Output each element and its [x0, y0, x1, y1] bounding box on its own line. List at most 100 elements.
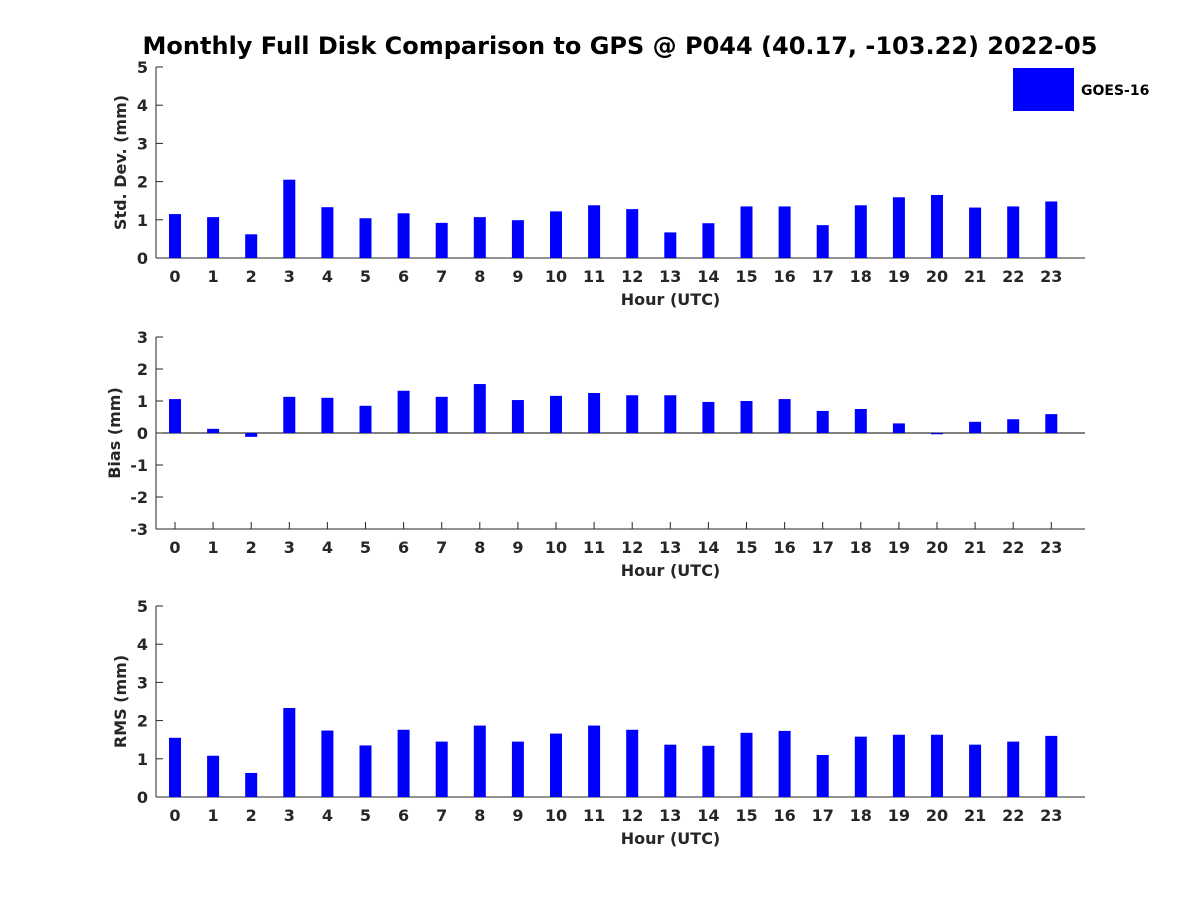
bias-bar [1045, 414, 1058, 433]
bias-bar [854, 409, 867, 433]
rms-bar [283, 707, 296, 797]
stddev-x-tick-label: 14 [697, 267, 719, 286]
rms-bar [169, 737, 181, 797]
legend: GOES-16 [1013, 68, 1149, 111]
stddev-x-tick-label: 10 [545, 267, 567, 286]
bias-bar [892, 423, 905, 433]
rms-bar [816, 754, 829, 797]
stddev-bar [626, 209, 639, 258]
stddev-y-tick-label: 1 [137, 211, 148, 230]
stddev-x-tick-label: 12 [621, 267, 643, 286]
rms-y-tick-label: 2 [137, 712, 148, 731]
rms-bar [511, 741, 524, 797]
stddev-bar [511, 220, 524, 258]
bias-bar [931, 433, 943, 435]
bias-x-tick-label: 13 [659, 538, 681, 557]
stddev-bar [473, 217, 486, 258]
rms-y-axis-label: RMS (mm) [111, 655, 130, 748]
rms-bar [397, 729, 410, 797]
bias-bar [169, 399, 181, 433]
stddev-y-tick-label: 4 [137, 96, 148, 115]
bias-bar [740, 401, 753, 433]
bias-x-tick-label: 14 [697, 538, 719, 557]
rms-bar [1007, 741, 1020, 797]
rms-y-tick-label: 3 [137, 673, 148, 692]
rms-bar [473, 725, 486, 797]
stddev-x-tick-label: 5 [360, 267, 371, 286]
bias-x-tick-label: 1 [208, 538, 219, 557]
stddev-bar [778, 206, 791, 258]
rms-y-tick-label: 1 [137, 750, 148, 769]
rms-x-tick-label: 12 [621, 806, 643, 825]
rms-x-tick-label: 8 [474, 806, 485, 825]
bias-x-tick-label: 5 [360, 538, 371, 557]
stddev-bar [702, 223, 715, 258]
bias-x-tick-label: 21 [964, 538, 986, 557]
stddev-bar [588, 205, 601, 258]
bias-y-tick-label: 2 [137, 360, 148, 379]
bias-bar [588, 393, 601, 433]
rms-bar [854, 736, 867, 797]
bias-y-tick-label: -1 [130, 456, 148, 475]
stddev-x-tick-label: 18 [850, 267, 872, 286]
bias-x-tick-label: 7 [436, 538, 447, 557]
stddev-x-tick-label: 2 [246, 267, 257, 286]
bias-x-tick-label: 2 [246, 538, 257, 557]
bias-bar [626, 395, 639, 433]
rms-bar [626, 729, 639, 797]
bias-x-tick-label: 17 [812, 538, 834, 557]
rms-x-tick-label: 11 [583, 806, 605, 825]
stddev-bar [321, 207, 334, 258]
rms-bar [550, 733, 562, 797]
rms-bar [435, 741, 448, 797]
stddev-x-tick-label: 4 [322, 267, 333, 286]
rms-y-tick-label: 4 [137, 635, 148, 654]
stddev-bar [207, 217, 220, 258]
legend-swatch [1013, 68, 1074, 111]
stddev-x-tick-label: 3 [284, 267, 295, 286]
bias-bar [969, 421, 982, 433]
stddev-bar [892, 197, 905, 258]
bias-x-tick-label: 18 [850, 538, 872, 557]
bias-x-tick-label: 10 [545, 538, 567, 557]
stddev-x-tick-label: 15 [735, 267, 757, 286]
bias-y-tick-label: 3 [137, 328, 148, 347]
stddev-bar [1007, 206, 1020, 258]
stddev-bar [169, 214, 181, 258]
stddev-x-tick-label: 11 [583, 267, 605, 286]
rms-x-tick-label: 1 [208, 806, 219, 825]
stddev-bar [550, 211, 562, 258]
rms-x-tick-label: 3 [284, 806, 295, 825]
legend-label: GOES-16 [1081, 83, 1149, 99]
bias-bar [283, 396, 296, 433]
rms-x-axis-label: Hour (UTC) [621, 829, 721, 848]
rms-bar [359, 745, 372, 797]
stddev-x-tick-label: 6 [398, 267, 409, 286]
bias-x-tick-label: 22 [1002, 538, 1024, 557]
stddev-bar [397, 213, 410, 258]
rms-x-tick-label: 19 [888, 806, 910, 825]
rms-x-tick-label: 21 [964, 806, 986, 825]
bias-x-tick-label: 6 [398, 538, 409, 557]
stddev-y-axis-label: Std. Dev. (mm) [111, 95, 130, 230]
stddev-x-tick-label: 19 [888, 267, 910, 286]
stddev-bar [359, 218, 372, 258]
rms-x-tick-label: 6 [398, 806, 409, 825]
rms-x-tick-label: 10 [545, 806, 567, 825]
rms-bar [892, 734, 905, 797]
rms-x-tick-label: 20 [926, 806, 948, 825]
bias-x-tick-label: 15 [735, 538, 757, 557]
bias-bar [207, 428, 220, 433]
stddev-bar [816, 225, 829, 258]
stddev-x-tick-label: 21 [964, 267, 986, 286]
stddev-x-tick-label: 23 [1040, 267, 1062, 286]
rms-x-tick-label: 4 [322, 806, 333, 825]
bias-bar [321, 397, 334, 433]
bias-bar [550, 395, 562, 433]
bias-x-tick-label: 12 [621, 538, 643, 557]
stddev-bar [969, 207, 982, 258]
